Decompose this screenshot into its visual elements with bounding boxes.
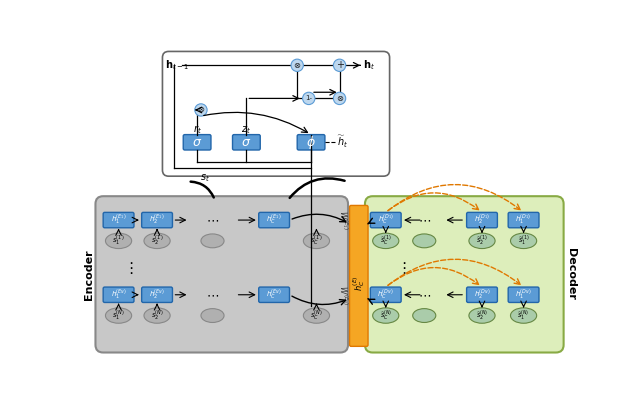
Text: $h_1^{(E_N)}$: $h_1^{(E_N)}$ bbox=[111, 288, 127, 302]
FancyBboxPatch shape bbox=[103, 212, 134, 228]
Circle shape bbox=[303, 92, 315, 104]
Text: ⊗: ⊗ bbox=[198, 106, 204, 114]
Text: $h_C^{(D_N)}$: $h_C^{(D_N)}$ bbox=[378, 288, 394, 302]
Ellipse shape bbox=[511, 233, 537, 249]
Text: $\cdots$: $\cdots$ bbox=[418, 214, 431, 226]
Text: $r_t$: $r_t$ bbox=[193, 124, 202, 136]
Ellipse shape bbox=[303, 233, 330, 249]
FancyBboxPatch shape bbox=[467, 287, 497, 303]
FancyBboxPatch shape bbox=[259, 212, 289, 228]
Text: Decoder: Decoder bbox=[566, 248, 577, 300]
FancyBboxPatch shape bbox=[371, 287, 401, 303]
Text: $h_C^{(E_N)}$: $h_C^{(E_N)}$ bbox=[266, 288, 282, 302]
Text: $\sigma$: $\sigma$ bbox=[192, 136, 202, 149]
Text: Encoder: Encoder bbox=[84, 249, 94, 300]
Text: $\widetilde{s}_C^{(1)}$: $\widetilde{s}_C^{(1)}$ bbox=[380, 234, 392, 248]
FancyBboxPatch shape bbox=[141, 287, 172, 303]
Text: $\widetilde{s}_2^{(1)}$: $\widetilde{s}_2^{(1)}$ bbox=[476, 234, 488, 248]
Text: $h_2^{(E_N)}$: $h_2^{(E_N)}$ bbox=[149, 288, 165, 302]
Text: $h_C^{(E_1)}$: $h_C^{(E_1)}$ bbox=[266, 213, 282, 227]
Text: $h_1^{(D_N)}$: $h_1^{(D_N)}$ bbox=[515, 288, 532, 302]
Text: $\vdots$: $\vdots$ bbox=[123, 260, 133, 276]
FancyBboxPatch shape bbox=[349, 206, 368, 346]
FancyBboxPatch shape bbox=[141, 212, 172, 228]
FancyBboxPatch shape bbox=[95, 196, 348, 353]
Ellipse shape bbox=[303, 308, 330, 323]
Text: $\cdots$: $\cdots$ bbox=[206, 288, 219, 301]
Ellipse shape bbox=[106, 233, 132, 249]
Text: $\mathbf{h}_{t-1}$: $\mathbf{h}_{t-1}$ bbox=[164, 58, 188, 72]
Ellipse shape bbox=[413, 309, 436, 322]
Ellipse shape bbox=[144, 308, 170, 323]
Text: $\cdots$: $\cdots$ bbox=[206, 214, 219, 226]
Text: $s_t$: $s_t$ bbox=[200, 172, 210, 184]
Text: $s_1^{(1)}$: $s_1^{(1)}$ bbox=[113, 234, 125, 248]
FancyBboxPatch shape bbox=[259, 287, 289, 303]
Text: $\sigma$: $\sigma$ bbox=[241, 136, 252, 149]
Text: $h_C^{(D_1)}$: $h_C^{(D_1)}$ bbox=[378, 213, 394, 227]
Text: $s_2^{(1)}$: $s_2^{(1)}$ bbox=[151, 234, 163, 248]
Text: 1-: 1- bbox=[305, 96, 312, 102]
Text: ⊗: ⊗ bbox=[336, 94, 343, 103]
Ellipse shape bbox=[372, 308, 399, 323]
Text: $h_1^{(E_1)}$: $h_1^{(E_1)}$ bbox=[111, 213, 127, 227]
Circle shape bbox=[333, 59, 346, 71]
Text: $\widetilde{s}_1^{(1)}$: $\widetilde{s}_1^{(1)}$ bbox=[518, 234, 529, 248]
Text: $\mathbf{h}_t$: $\mathbf{h}_t$ bbox=[363, 58, 374, 72]
Ellipse shape bbox=[469, 233, 495, 249]
Text: $\widetilde{s}_1^{(N)}$: $\widetilde{s}_1^{(N)}$ bbox=[518, 308, 530, 323]
Text: $z_t$: $z_t$ bbox=[241, 124, 252, 136]
Text: ⊗: ⊗ bbox=[294, 61, 301, 70]
Ellipse shape bbox=[413, 234, 436, 248]
Text: $\phi$: $\phi$ bbox=[306, 134, 316, 151]
Ellipse shape bbox=[106, 308, 132, 323]
Ellipse shape bbox=[469, 308, 495, 323]
Text: $h_1^{(D_1)}$: $h_1^{(D_1)}$ bbox=[515, 213, 532, 227]
Ellipse shape bbox=[201, 309, 224, 322]
Text: $\widetilde{s}_2^{(N)}$: $\widetilde{s}_2^{(N)}$ bbox=[476, 308, 488, 323]
Text: $h_2^{(E_1)}$: $h_2^{(E_1)}$ bbox=[149, 213, 165, 227]
FancyBboxPatch shape bbox=[467, 212, 497, 228]
Text: $\cdots$: $\cdots$ bbox=[418, 288, 431, 301]
FancyBboxPatch shape bbox=[232, 135, 260, 150]
FancyBboxPatch shape bbox=[371, 212, 401, 228]
Circle shape bbox=[291, 59, 303, 71]
Text: $\widetilde{h}_t$: $\widetilde{h}_t$ bbox=[337, 134, 348, 150]
Circle shape bbox=[195, 104, 207, 116]
Text: $W^{(E_1)}$: $W^{(E_1)}$ bbox=[337, 210, 349, 230]
FancyBboxPatch shape bbox=[163, 52, 390, 176]
Ellipse shape bbox=[511, 308, 537, 323]
FancyBboxPatch shape bbox=[183, 135, 211, 150]
Circle shape bbox=[333, 92, 346, 104]
FancyBboxPatch shape bbox=[297, 135, 325, 150]
Text: $W^{(E_N)}$: $W^{(E_N)}$ bbox=[337, 285, 349, 305]
Ellipse shape bbox=[201, 234, 224, 248]
Text: $s_1^{(N)}$: $s_1^{(N)}$ bbox=[112, 308, 125, 323]
Text: $\vdots$: $\vdots$ bbox=[396, 260, 406, 276]
Text: $\widetilde{s}_C^{(N)}$: $\widetilde{s}_C^{(N)}$ bbox=[380, 308, 392, 323]
Text: $h_2^{(D_1)}$: $h_2^{(D_1)}$ bbox=[474, 213, 490, 227]
Text: $h_2^{(D_N)}$: $h_2^{(D_N)}$ bbox=[474, 288, 490, 302]
FancyBboxPatch shape bbox=[365, 196, 564, 353]
FancyBboxPatch shape bbox=[103, 287, 134, 303]
FancyBboxPatch shape bbox=[508, 287, 539, 303]
Ellipse shape bbox=[372, 233, 399, 249]
Text: $s_C^{(1)}$: $s_C^{(1)}$ bbox=[310, 234, 323, 248]
Text: $s_2^{(N)}$: $s_2^{(N)}$ bbox=[150, 308, 164, 323]
Text: +: + bbox=[335, 60, 344, 70]
FancyBboxPatch shape bbox=[508, 212, 539, 228]
Text: $s_C^{(N)}$: $s_C^{(N)}$ bbox=[310, 308, 323, 323]
Text: $h_C^{(E)}$: $h_C^{(E)}$ bbox=[351, 276, 367, 291]
Ellipse shape bbox=[144, 233, 170, 249]
